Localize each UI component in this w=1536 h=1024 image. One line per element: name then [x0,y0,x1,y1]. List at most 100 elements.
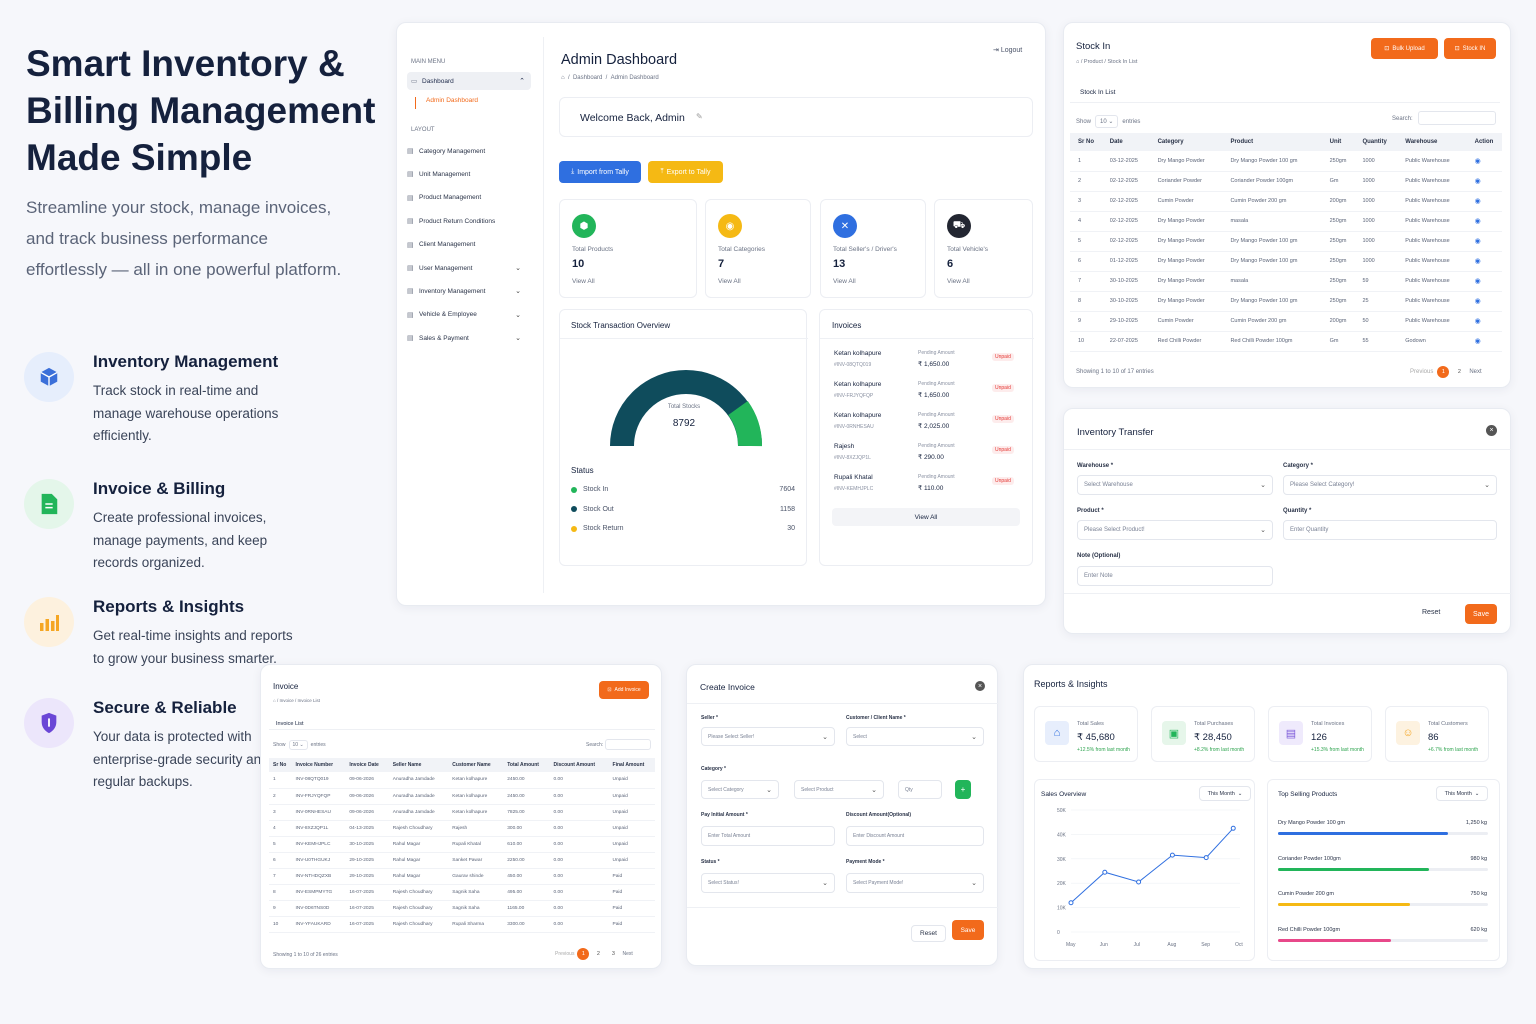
data-point[interactable] [1203,855,1209,861]
category-select[interactable]: Please Select Category! ⌄ [1283,475,1497,495]
eye-icon[interactable]: ◉ [1474,258,1481,265]
column-header[interactable]: Sr No [269,758,292,772]
prev-button[interactable]: Previous [555,951,575,957]
eye-icon[interactable]: ◉ [1474,298,1481,305]
pay-amount-input[interactable]: Enter Total Amount [701,826,835,846]
column-header[interactable]: Action [1466,133,1502,151]
invoice-item[interactable]: Ketan kolhapure #INV-0RNHESAU Pending Amou… [834,412,1020,440]
column-header[interactable]: Invoice Number [291,758,346,772]
export-tally-button[interactable]: ⤒ Export to Tally [648,161,723,183]
column-header[interactable]: Discount Amount [549,758,609,772]
view-all-link[interactable]: View All [572,278,595,285]
import-tally-button[interactable]: ⤓ Import from Tally [559,161,641,183]
qty-input[interactable]: Qty [898,780,942,799]
data-point[interactable] [1102,869,1108,875]
sidebar-item[interactable]: ▤ Unit Management [407,170,471,179]
close-icon[interactable]: × [975,681,985,691]
invoice-item[interactable]: Rajesh #INV-8XZJQP1L Pending Amount ₹ 290.0… [834,443,1020,471]
next-button[interactable]: Next [622,951,633,957]
page-2[interactable]: 2 [1457,369,1461,375]
discount-input[interactable]: Enter Discount Amount [846,826,984,846]
page-1[interactable]: 1 [1437,366,1450,378]
period-select[interactable]: This Month ⌄ [1199,786,1251,801]
sidebar-item[interactable]: ▤ Category Management [407,147,486,156]
sidebar-item[interactable]: ▤ Vehicle & Employee ⌄ [407,311,521,319]
next-button[interactable]: Next [1469,369,1482,375]
sidebar-item[interactable]: ▤ Client Management [407,241,476,249]
reset-button[interactable]: Reset [911,925,946,942]
reset-button[interactable]: Reset [1422,609,1441,616]
close-icon[interactable]: × [1486,425,1497,436]
sidebar-item[interactable]: ▤ Sales & Payment ⌄ [407,334,521,343]
seller-select[interactable]: Please Select Seller! ⌄ [701,727,835,746]
eye-icon[interactable]: ◉ [1474,318,1481,325]
column-header[interactable]: Warehouse [1397,133,1467,151]
eye-icon[interactable]: ◉ [1474,198,1481,205]
column-header[interactable]: Customer Name [448,758,504,772]
view-all-button[interactable]: View All [832,508,1020,526]
search-input[interactable] [605,739,651,750]
column-header[interactable]: Product [1222,133,1322,151]
column-header[interactable]: Total Amount [503,758,550,772]
data-point[interactable] [1136,879,1142,885]
eye-icon[interactable]: ◉ [1474,278,1481,285]
add-item-button[interactable]: + [955,780,971,799]
product-select[interactable]: Please Select Product! ⌄ [1077,520,1273,540]
client-select[interactable]: Select ⌄ [846,727,984,746]
column-header[interactable]: Final Amount [608,758,655,772]
status-badge: Unpaid [992,446,1014,454]
logout-button[interactable]: ⇥ Logout [993,47,1023,54]
table-cell: 1000 [1354,211,1398,232]
entries-select[interactable]: 10 ⌄ [288,740,308,750]
eye-icon[interactable]: ◉ [1474,238,1481,245]
column-header[interactable]: Sr No [1070,133,1102,151]
bulk-upload-button[interactable]: ⊡ Bulk Upload [1371,38,1438,59]
column-header[interactable]: Unit [1321,133,1355,151]
page-2[interactable]: 2 [596,951,600,957]
sidebar-item[interactable]: ▤ User Management ⌄ [407,264,521,273]
entries-select[interactable]: 10 ⌄ [1095,115,1119,128]
save-button[interactable]: Save [1465,604,1497,624]
sidebar-item[interactable]: ▤ Product Management [407,194,482,202]
sidebar-item[interactable]: ▤ Product Return Conditions [407,217,496,226]
sidebar-item-dashboard[interactable]: ▭ Dashboard ⌃ [407,72,531,90]
eye-icon[interactable]: ◉ [1474,178,1481,185]
data-point[interactable] [1169,852,1175,858]
status-select[interactable]: Select Status! ⌄ [701,873,835,893]
table-cell: Sagnik Saha [448,900,504,918]
eye-icon[interactable]: ◉ [1474,338,1481,345]
invoice-item[interactable]: Rupali Khatal #INV-KEMHJPLC Pending Amount… [834,474,1020,502]
column-header[interactable]: Category [1149,133,1223,151]
category-select[interactable]: Select Category ⌄ [701,780,779,799]
eye-icon[interactable]: ◉ [1474,157,1481,165]
sidebar-item[interactable]: ▤ Inventory Management ⌄ [407,287,521,296]
column-header[interactable]: Quantity [1354,133,1398,151]
save-button[interactable]: Save [952,920,984,940]
warehouse-select[interactable]: Select Warehouse ⌄ [1077,475,1273,495]
stock-in-button[interactable]: ⊡ Stock IN [1444,38,1496,59]
view-all-link[interactable]: View All [718,278,741,285]
column-header[interactable]: Date [1101,133,1150,151]
quantity-input[interactable]: Enter Quantity [1283,520,1497,540]
view-all-link[interactable]: View All [833,278,856,285]
prev-button[interactable]: Previous [1410,369,1434,375]
note-input[interactable]: Enter Note [1077,566,1273,586]
eye-icon[interactable]: ◉ [1474,218,1481,225]
table-cell: Ketan kolhapure [448,804,504,821]
invoice-item[interactable]: Ketan kolhapure #INV-FRJYQFQP Pending Amou… [834,381,1020,409]
column-header[interactable]: Seller Name [388,758,449,772]
view-all-link[interactable]: View All [947,278,970,285]
page-3[interactable]: 3 [611,951,615,957]
data-point[interactable] [1230,825,1236,831]
edit-icon[interactable]: ✎ [696,112,703,121]
period-select[interactable]: This Month ⌄ [1436,786,1488,801]
product-select[interactable]: Select Product ⌄ [794,780,884,799]
invoice-item[interactable]: Ketan kolhapure #INV-08QTQ019 Pending Amou… [834,350,1020,378]
column-header[interactable]: Invoice Date [345,758,389,772]
page-1[interactable]: 1 [577,948,590,960]
payment-mode-select[interactable]: Select Payment Mode! ⌄ [846,873,984,893]
search-input[interactable] [1418,111,1496,125]
sidebar-item-admin-dashboard[interactable]: Admin Dashboard [415,97,478,109]
data-point[interactable] [1068,900,1074,906]
add-invoice-button[interactable]: ⊡ Add Invoice [599,681,649,699]
